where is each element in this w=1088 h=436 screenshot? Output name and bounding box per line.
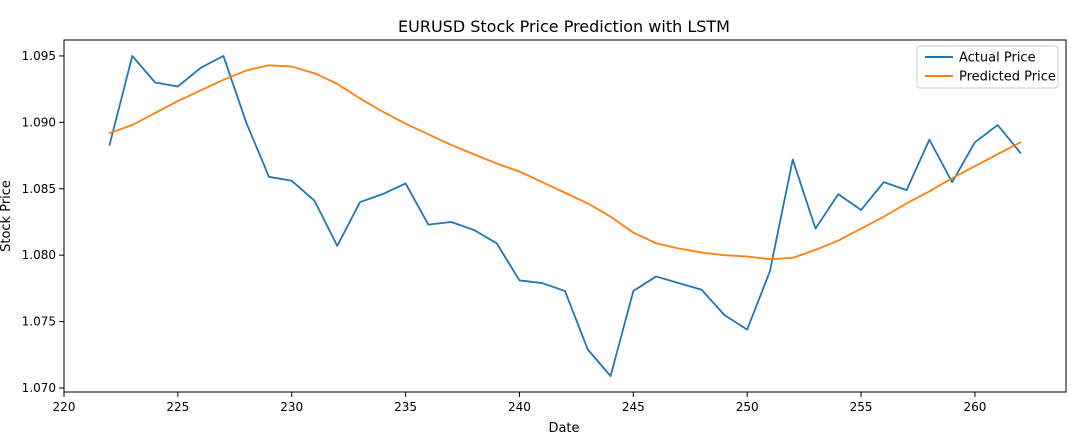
series-layer bbox=[108, 55, 1022, 377]
y-tick-label: 1.085 bbox=[22, 182, 56, 196]
x-tick-label: 225 bbox=[166, 400, 189, 414]
y-tick-label: 1.075 bbox=[22, 315, 56, 329]
y-tick-label: 1.080 bbox=[22, 248, 56, 262]
x-tick-label: 240 bbox=[508, 400, 531, 414]
x-axis-label: Date bbox=[548, 421, 579, 436]
y-tick-label: 1.095 bbox=[22, 49, 56, 63]
y-tick-label: 1.090 bbox=[22, 115, 56, 129]
legend: Actual Price Predicted Price bbox=[916, 45, 1059, 89]
y-axis: 1.070 1.075 1.080 1.085 1.090 1.095 bbox=[22, 49, 64, 395]
x-tick-label: 260 bbox=[963, 400, 986, 414]
legend-label: Predicted Price bbox=[959, 70, 1056, 85]
x-tick-label: 230 bbox=[280, 400, 303, 414]
y-axis-label: Stock Price bbox=[0, 180, 14, 252]
x-tick-label: 245 bbox=[622, 400, 645, 414]
x-tick-label: 250 bbox=[736, 400, 759, 414]
x-tick-label: 255 bbox=[850, 400, 873, 414]
series-line-actual-price bbox=[108, 55, 1022, 377]
series-line-predicted-price bbox=[108, 64, 1022, 261]
y-tick-label: 1.070 bbox=[22, 381, 56, 395]
plot-area bbox=[63, 39, 1067, 393]
legend-label: Actual Price bbox=[959, 51, 1036, 66]
x-tick-label: 220 bbox=[53, 400, 76, 414]
x-axis: 220 225 230 235 240 245 250 255 260 bbox=[53, 392, 986, 414]
chart-title: EURUSD Stock Price Prediction with LSTM bbox=[398, 17, 730, 36]
x-tick-label: 235 bbox=[394, 400, 417, 414]
